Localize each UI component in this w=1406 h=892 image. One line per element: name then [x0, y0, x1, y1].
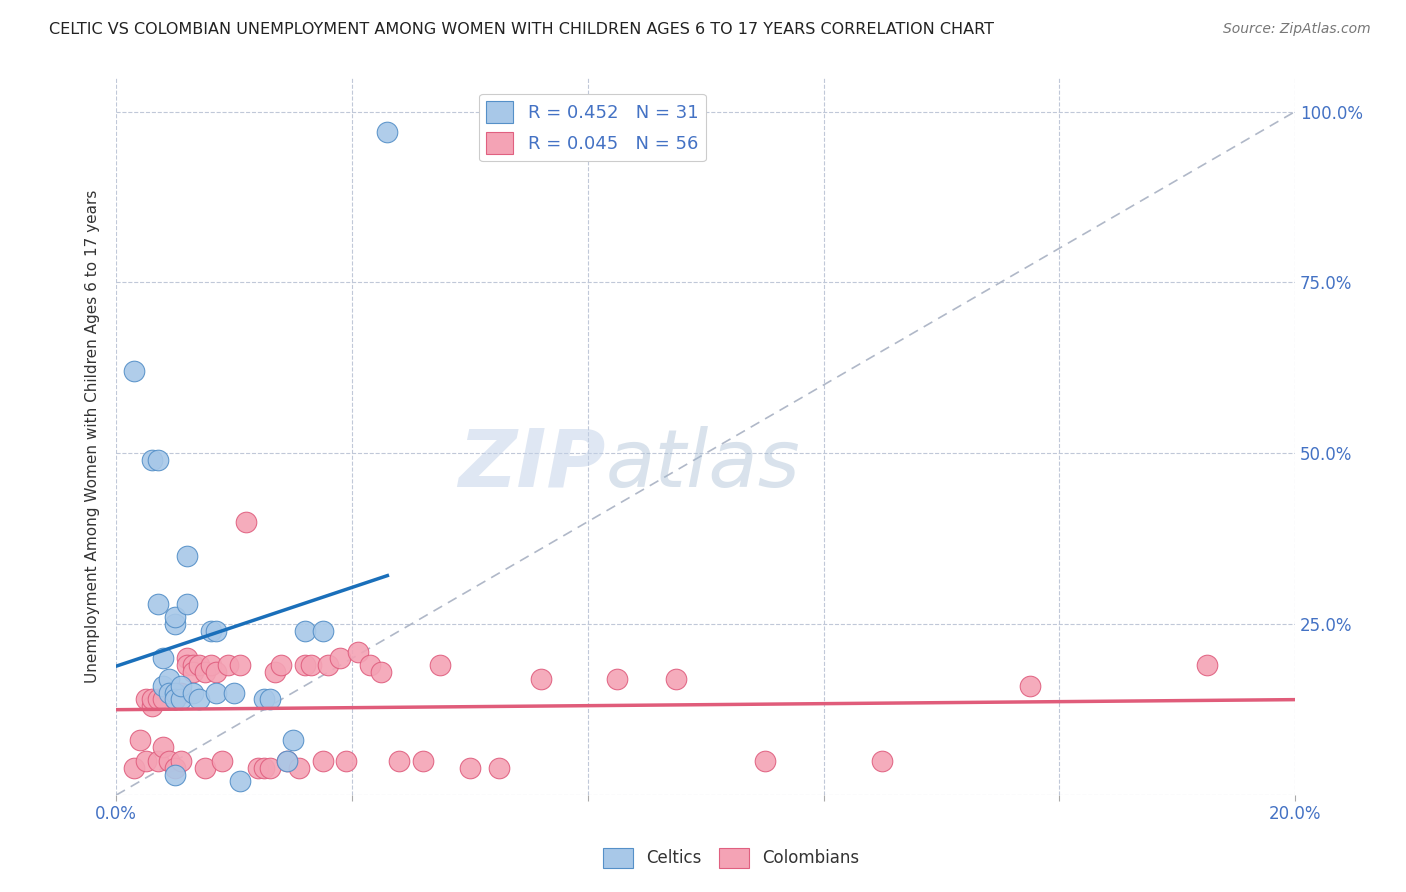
Point — [205, 624, 228, 638]
Text: ZIP: ZIP — [458, 426, 606, 504]
Point — [488, 761, 510, 775]
Point — [176, 549, 198, 563]
Point — [211, 754, 233, 768]
Legend: Celtics, Colombians: Celtics, Colombians — [596, 841, 866, 875]
Point — [165, 685, 187, 699]
Point — [152, 692, 174, 706]
Point — [146, 597, 169, 611]
Text: Source: ZipAtlas.com: Source: ZipAtlas.com — [1223, 22, 1371, 37]
Point — [217, 658, 239, 673]
Point — [165, 761, 187, 775]
Point — [412, 754, 434, 768]
Point — [141, 692, 163, 706]
Point — [872, 754, 894, 768]
Point — [141, 699, 163, 714]
Point — [170, 685, 193, 699]
Point — [281, 733, 304, 747]
Point — [146, 692, 169, 706]
Point — [176, 651, 198, 665]
Point — [157, 754, 180, 768]
Point — [270, 658, 292, 673]
Point — [276, 754, 298, 768]
Point — [299, 658, 322, 673]
Point — [235, 515, 257, 529]
Point — [335, 754, 357, 768]
Point — [606, 672, 628, 686]
Point — [259, 692, 281, 706]
Point — [128, 733, 150, 747]
Point — [176, 597, 198, 611]
Point — [135, 692, 157, 706]
Point — [135, 754, 157, 768]
Point — [347, 644, 370, 658]
Point — [229, 658, 252, 673]
Point — [146, 453, 169, 467]
Point — [200, 624, 222, 638]
Point — [1018, 679, 1040, 693]
Point — [294, 624, 316, 638]
Point — [754, 754, 776, 768]
Point — [311, 754, 333, 768]
Point — [194, 665, 217, 679]
Point — [200, 658, 222, 673]
Point — [276, 754, 298, 768]
Point — [205, 685, 228, 699]
Point — [224, 685, 246, 699]
Point — [165, 617, 187, 632]
Text: atlas: atlas — [606, 426, 800, 504]
Point — [264, 665, 287, 679]
Point — [181, 685, 204, 699]
Point — [170, 754, 193, 768]
Point — [152, 651, 174, 665]
Point — [530, 672, 553, 686]
Point — [165, 692, 187, 706]
Point — [165, 692, 187, 706]
Point — [246, 761, 269, 775]
Point — [170, 692, 193, 706]
Point — [388, 754, 411, 768]
Point — [665, 672, 688, 686]
Point — [458, 761, 481, 775]
Point — [181, 665, 204, 679]
Point — [187, 658, 209, 673]
Point — [1195, 658, 1218, 673]
Point — [165, 767, 187, 781]
Point — [205, 665, 228, 679]
Point — [152, 740, 174, 755]
Text: CELTIC VS COLOMBIAN UNEMPLOYMENT AMONG WOMEN WITH CHILDREN AGES 6 TO 17 YEARS CO: CELTIC VS COLOMBIAN UNEMPLOYMENT AMONG W… — [49, 22, 994, 37]
Point — [165, 610, 187, 624]
Point — [146, 754, 169, 768]
Point — [229, 774, 252, 789]
Point — [288, 761, 311, 775]
Point — [311, 624, 333, 638]
Point — [122, 761, 145, 775]
Point — [359, 658, 381, 673]
Point — [377, 125, 399, 139]
Y-axis label: Unemployment Among Women with Children Ages 6 to 17 years: Unemployment Among Women with Children A… — [86, 190, 100, 683]
Point — [170, 679, 193, 693]
Point — [429, 658, 451, 673]
Point — [187, 692, 209, 706]
Point — [370, 665, 392, 679]
Point — [152, 679, 174, 693]
Point — [294, 658, 316, 673]
Point — [157, 685, 180, 699]
Point — [252, 692, 274, 706]
Point — [329, 651, 352, 665]
Point — [176, 658, 198, 673]
Point — [259, 761, 281, 775]
Point — [141, 453, 163, 467]
Legend: R = 0.452   N = 31, R = 0.045   N = 56: R = 0.452 N = 31, R = 0.045 N = 56 — [479, 94, 706, 161]
Point — [122, 364, 145, 378]
Point — [252, 761, 274, 775]
Point — [181, 658, 204, 673]
Point — [318, 658, 340, 673]
Point — [194, 761, 217, 775]
Point — [157, 672, 180, 686]
